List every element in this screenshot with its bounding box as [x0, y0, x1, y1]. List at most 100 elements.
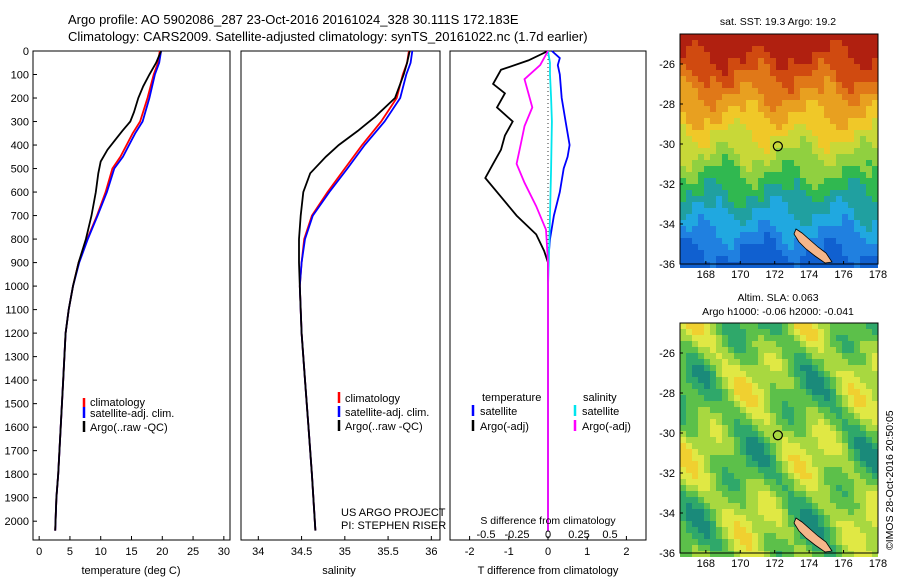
heatmap-cell: [722, 419, 728, 425]
heatmap-cell: [842, 545, 848, 551]
heatmap-cell: [800, 142, 806, 148]
heatmap-cell: [872, 521, 878, 527]
heatmap-cell: [698, 124, 704, 130]
heatmap-cell: [836, 527, 842, 533]
heatmap-cell: [860, 76, 866, 82]
heatmap-cell: [800, 124, 806, 130]
heatmap-cell: [704, 521, 710, 527]
heatmap-cell: [806, 70, 812, 76]
heatmap-cell: [836, 250, 842, 256]
heatmap-cell: [854, 479, 860, 485]
heatmap-cell: [764, 118, 770, 124]
heatmap-cell: [770, 401, 776, 407]
heatmap-cell: [842, 551, 848, 557]
heatmap-cell: [782, 551, 788, 557]
heatmap-cell: [830, 112, 836, 118]
heatmap-cell: [710, 347, 716, 353]
heatmap-cell: [824, 521, 830, 527]
heatmap-cell: [776, 335, 782, 341]
heatmap-cell: [752, 461, 758, 467]
heatmap-cell: [776, 76, 782, 82]
heatmap-cell: [776, 359, 782, 365]
heatmap-cell: [680, 533, 686, 539]
heatmap-cell: [806, 232, 812, 238]
heatmap-cell: [836, 353, 842, 359]
heatmap-cell: [794, 82, 800, 88]
heatmap-cell: [824, 34, 830, 40]
heatmap-cell: [752, 329, 758, 335]
heatmap-cell: [722, 184, 728, 190]
heatmap-cell: [686, 533, 692, 539]
heatmap-cell: [770, 166, 776, 172]
heatmap-cell: [794, 515, 800, 521]
heatmap-cell: [782, 341, 788, 347]
heatmap-cell: [812, 455, 818, 461]
salinity-xlabel: salinity: [322, 565, 356, 577]
heatmap-cell: [758, 130, 764, 136]
heatmap-cell: [686, 202, 692, 208]
heatmap-cell: [854, 371, 860, 377]
heatmap-cell: [686, 94, 692, 100]
heatmap-cell: [812, 443, 818, 449]
heatmap-cell: [788, 76, 794, 82]
heatmap-cell: [872, 473, 878, 479]
heatmap-cell: [860, 52, 866, 58]
heatmap-cell: [704, 160, 710, 166]
heatmap-cell: [812, 142, 818, 148]
heatmap-cell: [872, 455, 878, 461]
heatmap-cell: [758, 64, 764, 70]
heatmap-cell: [680, 503, 686, 509]
legend-label-sal-satellite: satellite: [582, 406, 619, 418]
heatmap-cell: [836, 238, 842, 244]
heatmap-cell: [734, 485, 740, 491]
heatmap-cell: [866, 262, 872, 268]
heatmap-cell: [818, 166, 824, 172]
heatmap-cell: [800, 244, 806, 250]
heatmap-cell: [764, 377, 770, 383]
heatmap-cell: [854, 46, 860, 52]
heatmap-cell: [860, 142, 866, 148]
heatmap-cell: [842, 166, 848, 172]
map-y-tick-label: -26: [659, 348, 675, 360]
heatmap-cell: [764, 94, 770, 100]
heatmap-cell: [764, 148, 770, 154]
heatmap-cell: [734, 106, 740, 112]
heatmap-cell: [806, 88, 812, 94]
heatmap-cell: [794, 154, 800, 160]
heatmap-cell: [770, 527, 776, 533]
heatmap-cell: [842, 467, 848, 473]
heatmap-cell: [752, 485, 758, 491]
heatmap-cell: [746, 244, 752, 250]
heatmap-cell: [788, 377, 794, 383]
heatmap-cell: [872, 467, 878, 473]
heatmap-cell: [860, 136, 866, 142]
heatmap-cell: [698, 503, 704, 509]
heatmap-cell: [728, 431, 734, 437]
heatmap-cell: [872, 491, 878, 497]
heatmap-cell: [788, 232, 794, 238]
heatmap-cell: [818, 449, 824, 455]
heatmap-cell: [782, 407, 788, 413]
heatmap-cell: [830, 226, 836, 232]
heatmap-cell: [680, 539, 686, 545]
heatmap-cell: [806, 64, 812, 70]
heatmap-cell: [746, 262, 752, 268]
heatmap-cell: [704, 359, 710, 365]
heatmap-cell: [800, 467, 806, 473]
heatmap-cell: [848, 136, 854, 142]
heatmap-cell: [728, 220, 734, 226]
heatmap-cell: [794, 449, 800, 455]
heatmap-cell: [758, 431, 764, 437]
heatmap-cell: [812, 365, 818, 371]
heatmap-cell: [680, 178, 686, 184]
heatmap-cell: [704, 76, 710, 82]
heatmap-cell: [854, 136, 860, 142]
heatmap-cell: [788, 238, 794, 244]
heatmap-cell: [800, 419, 806, 425]
heatmap-cell: [710, 262, 716, 268]
heatmap-cell: [872, 533, 878, 539]
heatmap-cell: [734, 40, 740, 46]
heatmap-cell: [866, 118, 872, 124]
heatmap-cell: [692, 551, 698, 557]
heatmap-cell: [818, 46, 824, 52]
